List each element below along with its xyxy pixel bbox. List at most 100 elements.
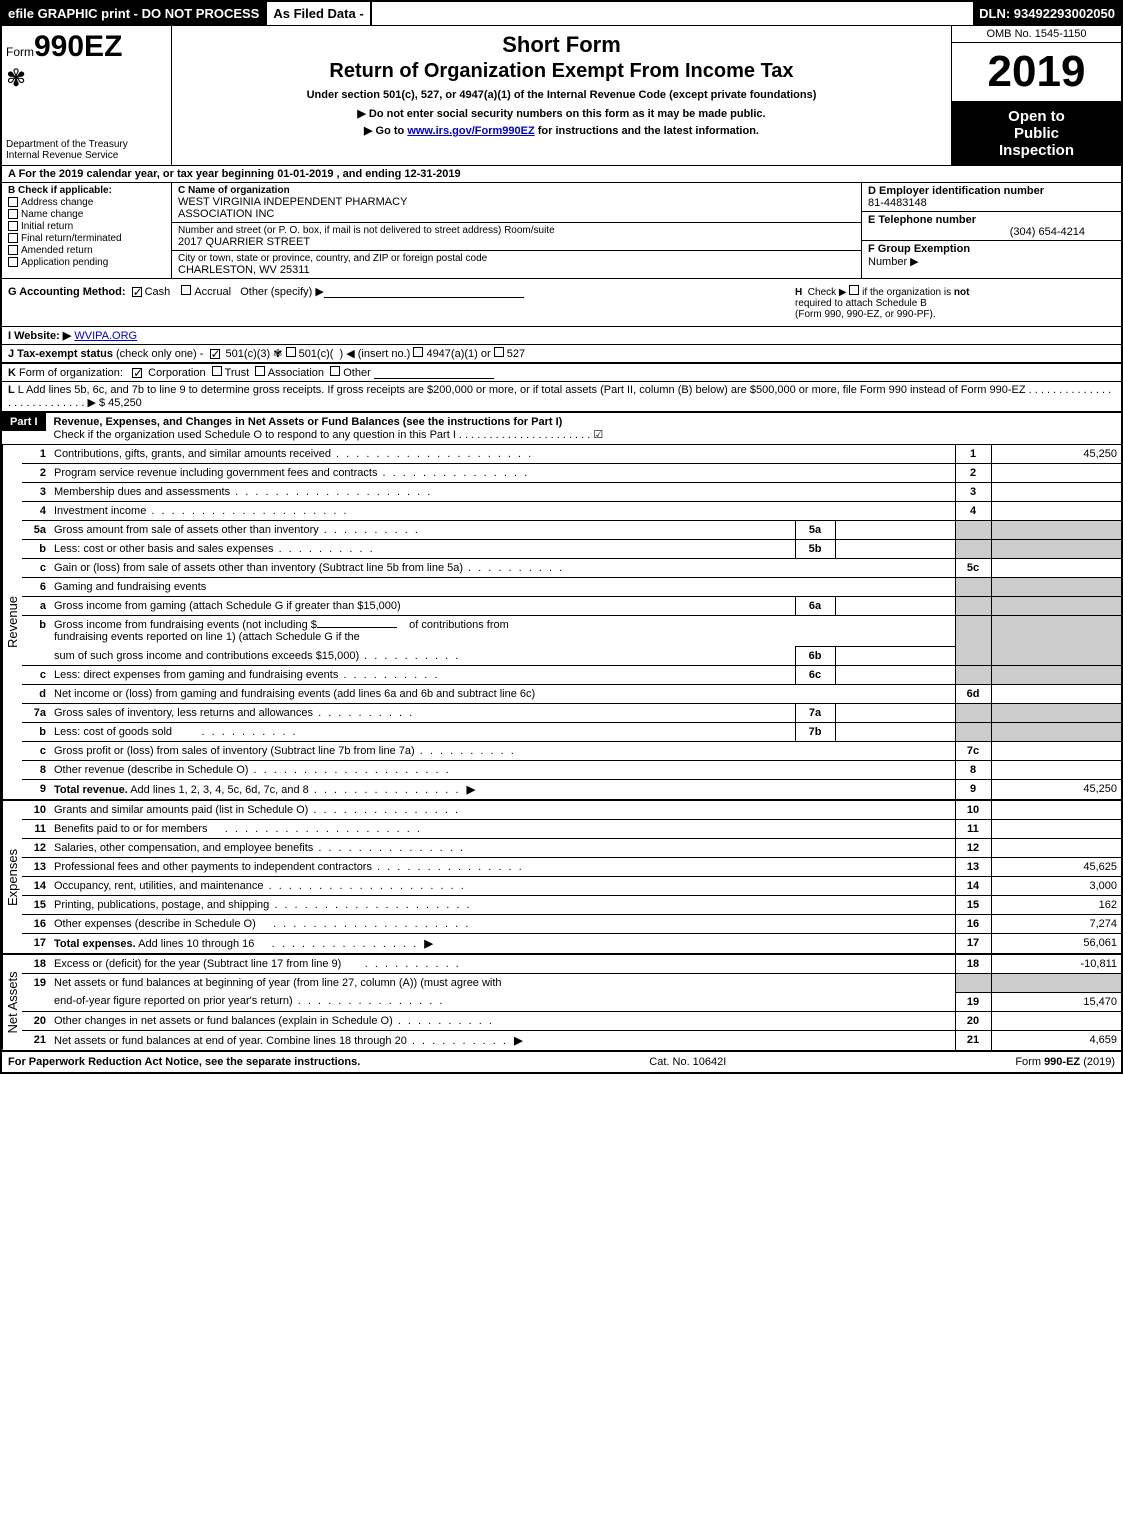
form-number: 990EZ (34, 30, 122, 63)
chk-501c3[interactable] (210, 349, 220, 359)
G-label: G Accounting Method: (8, 286, 126, 298)
org-street-cell: Number and street (or P. O. box, if mail… (172, 223, 861, 251)
line-9: 9 Total revenue. Add lines 1, 2, 3, 4, 5… (22, 780, 1121, 800)
grp-label: F Group Exemption (868, 243, 970, 255)
chk-initial-return[interactable]: Initial return (8, 221, 165, 232)
line-I-website: I Website: ▶ WVIPA.ORG (2, 326, 1121, 344)
expenses-table: 10 Grants and similar amounts paid (list… (22, 801, 1121, 953)
top-bar: efile GRAPHIC print - DO NOT PROCESS As … (2, 2, 1121, 25)
chk-association[interactable] (255, 366, 265, 376)
dept-line2: Internal Revenue Service (6, 150, 167, 161)
line-A-tax-year: A For the 2019 calendar year, or tax yea… (2, 165, 1121, 182)
chk-name-change[interactable]: Name change (8, 209, 165, 220)
column-DEF: D Employer identification number 81-4483… (861, 183, 1121, 278)
chk-other-org[interactable] (330, 366, 340, 376)
chk-527[interactable] (494, 347, 504, 357)
line-7a: 7a Gross sales of inventory, less return… (22, 704, 1121, 723)
page-footer: For Paperwork Reduction Act Notice, see … (2, 1050, 1121, 1072)
block-B-to-F: B Check if applicable: Address change Na… (2, 182, 1121, 278)
line-19: 19 Net assets or fund balances at beginn… (22, 974, 1121, 993)
I-label: I Website: ▶ (8, 330, 71, 342)
expenses-section: Expenses 10 Grants and similar amounts p… (2, 799, 1121, 953)
line-14: 14 Occupancy, rent, utilities, and maint… (22, 877, 1121, 896)
line-6c: c Less: direct expenses from gaming and … (22, 666, 1121, 685)
line-20: 20 Other changes in net assets or fund b… (22, 1011, 1121, 1030)
form-header: Form990EZ ✾ Department of the Treasury I… (2, 25, 1121, 165)
ein-value: 81-4483148 (868, 197, 1115, 209)
line-2: 2 Program service revenue including gove… (22, 464, 1121, 483)
telephone-cell: E Telephone number (304) 654-4214 (862, 212, 1121, 241)
treasury-dept: Department of the Treasury Internal Reve… (6, 139, 167, 161)
org-street-label: Number and street (or P. O. box, if mail… (178, 225, 855, 236)
header-center-block: Short Form Return of Organization Exempt… (172, 26, 951, 165)
goto-link-line: ▶ Go to www.irs.gov/Form990EZ for instru… (182, 124, 941, 137)
org-city-cell: City or town, state or province, country… (172, 251, 861, 278)
chk-amended-return[interactable]: Amended return (8, 245, 165, 256)
line-6d: d Net income or (loss) from gaming and f… (22, 685, 1121, 704)
ein-label: D Employer identification number (868, 185, 1115, 197)
line-15: 15 Printing, publications, postage, and … (22, 896, 1121, 915)
open-line2: Public (954, 125, 1119, 142)
dept-line1: Department of the Treasury (6, 139, 167, 150)
org-city: CHARLESTON, WV 25311 (178, 264, 855, 276)
omb-number: OMB No. 1545-1150 (952, 26, 1121, 43)
line-J-tax-exempt: J Tax-exempt status (check only one) - 5… (2, 344, 1121, 362)
revenue-section: Revenue 1 Contributions, gifts, grants, … (2, 444, 1121, 799)
H-line3: (Form 990, 990-EZ, or 990-PF). (795, 309, 1115, 320)
line-12: 12 Salaries, other compensation, and emp… (22, 839, 1121, 858)
line-6b: b Gross income from fundraising events (… (22, 616, 1121, 647)
open-line1: Open to (954, 108, 1119, 125)
line-K-form-org: K Form of organization: Corporation Trus… (2, 362, 1121, 381)
block-G-H: G Accounting Method: Cash Accrual Other … (2, 278, 1121, 326)
grp-number-label: Number ▶ (868, 256, 919, 268)
netassets-side-label: Net Assets (2, 955, 22, 1050)
chk-corporation[interactable] (132, 368, 142, 378)
chk-address-change[interactable]: Address change (8, 197, 165, 208)
under-section-text: Under section 501(c), 527, or 4947(a)(1)… (182, 89, 941, 101)
line-3: 3 Membership dues and assessments 3 (22, 483, 1121, 502)
line-7c: c Gross profit or (loss) from sales of i… (22, 742, 1121, 761)
ein-cell: D Employer identification number 81-4483… (862, 183, 1121, 212)
header-right-block: OMB No. 1545-1150 2019 Open to Public In… (951, 26, 1121, 165)
line-18: 18 Excess or (deficit) for the year (Sub… (22, 955, 1121, 974)
part-1-title: Revenue, Expenses, and Changes in Net As… (46, 413, 612, 444)
fundraising-amount-field[interactable] (317, 627, 397, 628)
column-B-checkboxes: B Check if applicable: Address change Na… (2, 183, 172, 278)
goto-pre: ▶ Go to (364, 125, 407, 137)
paperwork-notice: For Paperwork Reduction Act Notice, see … (8, 1056, 360, 1068)
revenue-table: 1 Contributions, gifts, grants, and simi… (22, 445, 1121, 799)
website-link[interactable]: WVIPA.ORG (74, 330, 137, 342)
chk-cash[interactable] (132, 287, 142, 297)
irs-eagle-icon: ✾ (6, 64, 167, 93)
chk-501c[interactable] (286, 347, 296, 357)
chk-trust[interactable] (212, 366, 222, 376)
short-form-title: Short Form (182, 32, 941, 58)
line-7b: b Less: cost of goods sold 7b (22, 723, 1121, 742)
revenue-side-label: Revenue (2, 445, 22, 799)
dln-number: DLN: 93492293002050 (973, 2, 1121, 25)
chk-4947[interactable] (413, 347, 423, 357)
line-21: 21 Net assets or fund balances at end of… (22, 1030, 1121, 1050)
chk-final-return[interactable]: Final return/terminated (8, 233, 165, 244)
other-specify-field[interactable] (324, 286, 524, 298)
chk-not-required[interactable] (849, 285, 859, 295)
open-to-public: Open to Public Inspection (952, 102, 1121, 165)
line-L-gross-receipts: L L Add lines 5b, 6c, and 7b to line 9 t… (2, 381, 1121, 411)
line-6b-cont: sum of such gross income and contributio… (22, 647, 1121, 666)
line-13: 13 Professional fees and other payments … (22, 858, 1121, 877)
other-org-field[interactable] (374, 367, 494, 379)
chk-accrual[interactable] (181, 285, 191, 295)
group-exemption-cell: F Group Exemption Number ▶ (862, 241, 1121, 270)
as-filed-label: As Filed Data - (265, 2, 371, 25)
line-5a: 5a Gross amount from sale of assets othe… (22, 521, 1121, 540)
org-name-label: C Name of organization (178, 185, 855, 196)
topbar-spacer (372, 2, 973, 25)
irs-form-link[interactable]: www.irs.gov/Form990EZ (407, 125, 534, 137)
accounting-method: G Accounting Method: Cash Accrual Other … (8, 285, 795, 320)
line-5b: b Less: cost or other basis and sales ex… (22, 540, 1121, 559)
B-title: B Check if applicable: (8, 185, 165, 196)
line-16: 16 Other expenses (describe in Schedule … (22, 915, 1121, 934)
cat-number: Cat. No. 10642I (649, 1056, 726, 1068)
chk-application-pending[interactable]: Application pending (8, 257, 165, 268)
column-C-org-info: C Name of organization WEST VIRGINIA IND… (172, 183, 861, 278)
